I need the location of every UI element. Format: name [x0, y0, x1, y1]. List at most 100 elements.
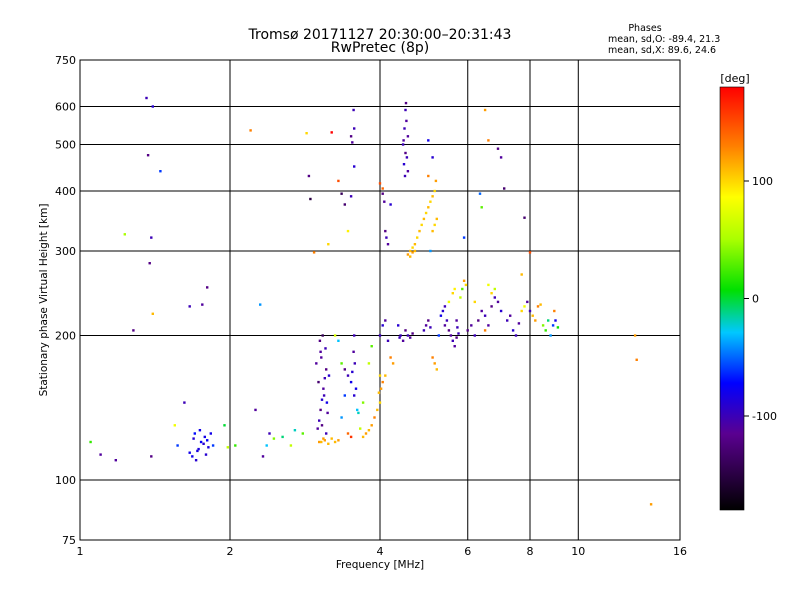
data-point: [337, 339, 340, 342]
data-point: [173, 424, 176, 427]
data-point: [514, 334, 518, 337]
data-point: [409, 255, 412, 258]
data-point: [427, 174, 430, 178]
data-point: [359, 427, 362, 430]
data-point: [413, 249, 417, 253]
data-point: [234, 444, 237, 447]
data-point: [197, 447, 200, 451]
data-point: [483, 108, 487, 112]
data-point: [461, 287, 464, 291]
data-point: [381, 324, 384, 327]
data-point: [429, 249, 432, 253]
data-point: [389, 356, 392, 359]
data-point: [322, 437, 325, 440]
data-point: [272, 437, 276, 440]
data-point: [324, 347, 327, 350]
y-tick-label: 500: [55, 139, 76, 152]
data-point: [327, 374, 331, 377]
data-point: [541, 324, 545, 327]
data-point: [416, 236, 419, 239]
data-point: [349, 380, 353, 384]
data-point: [433, 189, 436, 193]
data-point: [439, 314, 443, 317]
data-point: [437, 334, 440, 337]
data-point: [503, 187, 506, 190]
data-point: [377, 391, 381, 394]
data-point: [293, 429, 297, 432]
data-point: [378, 374, 382, 377]
data-point: [307, 174, 311, 178]
data-point: [337, 179, 340, 183]
data-point: [429, 326, 432, 329]
data-point: [553, 309, 556, 313]
data-point: [201, 303, 204, 306]
colorbar-tick-label: 100: [752, 175, 773, 188]
data-point: [330, 131, 333, 134]
data-point: [435, 217, 438, 221]
data-point: [381, 380, 384, 384]
data-point: [473, 300, 476, 304]
data-point: [427, 139, 430, 142]
data-point: [343, 203, 346, 206]
data-point: [402, 139, 405, 142]
data-point: [249, 129, 252, 132]
data-point: [352, 350, 355, 353]
data-point: [433, 362, 436, 365]
data-point: [455, 319, 458, 322]
data-point: [322, 394, 326, 397]
data-point: [378, 401, 382, 404]
data-point: [198, 429, 202, 432]
data-point: [523, 216, 526, 219]
data-point: [427, 206, 430, 209]
x-tick-label: 6: [464, 545, 471, 558]
colorbar-ticks: 100 0 -100: [744, 175, 777, 423]
data-point: [114, 459, 117, 462]
data-point: [378, 334, 382, 337]
data-point: [466, 329, 469, 332]
data-point: [406, 170, 410, 173]
data-point: [150, 455, 153, 458]
colorbar-label: [deg]: [720, 72, 749, 85]
data-point: [443, 324, 447, 327]
data-point: [317, 380, 320, 384]
data-point: [123, 233, 126, 236]
data-point: [373, 416, 376, 419]
data-point: [207, 446, 210, 449]
data-point: [265, 444, 268, 447]
data-point: [333, 334, 337, 337]
data-point: [349, 435, 353, 439]
data-point: [318, 339, 322, 342]
x-tick-label: 2: [227, 545, 234, 558]
data-point: [132, 329, 135, 332]
data-point: [312, 251, 316, 254]
data-point: [406, 135, 410, 138]
data-point: [405, 119, 408, 123]
data-point: [254, 408, 257, 412]
data-point: [404, 108, 407, 112]
data-point: [323, 377, 326, 380]
data-point: [451, 339, 454, 342]
data-point: [353, 362, 356, 365]
data-point: [456, 326, 459, 329]
y-tick-labels: 75 100 200 300 400 500 600 750: [55, 54, 76, 547]
data-point: [544, 329, 547, 332]
data-point: [406, 253, 410, 256]
data-point: [309, 197, 312, 201]
data-point: [99, 453, 102, 456]
data-point: [447, 329, 451, 332]
data-point: [441, 309, 445, 313]
data-point: [409, 249, 412, 253]
data-point: [487, 283, 490, 287]
data-point: [349, 195, 353, 198]
data-point: [523, 305, 526, 308]
data-point: [490, 292, 493, 295]
data-point: [405, 156, 409, 159]
data-point: [346, 432, 350, 435]
data-point: [509, 314, 512, 317]
data-point: [188, 451, 191, 454]
data-point: [361, 435, 365, 439]
data-point: [261, 455, 265, 458]
data-point: [352, 108, 355, 112]
data-point: [206, 286, 209, 289]
data-point: [346, 229, 350, 233]
